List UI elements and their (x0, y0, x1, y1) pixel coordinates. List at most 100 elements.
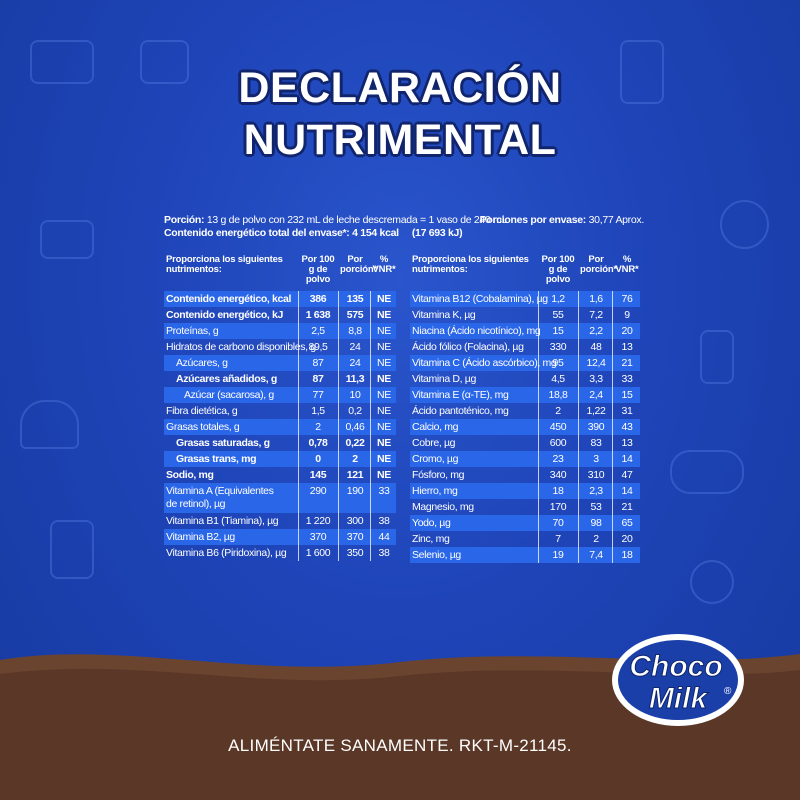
doodle-calculator-icon (50, 520, 94, 579)
table-row: Cromo, µg 23 3 14 (410, 451, 640, 467)
table-row: Contenido energético, kJ 1 638 575 NE (164, 307, 396, 323)
column-separator (370, 355, 371, 371)
portion-label: Porción: (164, 214, 205, 226)
value-per-100g: 70 (552, 517, 564, 529)
column-separator (298, 339, 299, 355)
table-row: Grasas saturadas, g 0,78 0,22 NE (164, 435, 396, 451)
column-separator (298, 545, 299, 561)
servings-text: 30,77 Aprox. (588, 214, 645, 226)
table-row: Selenio, µg 19 7,4 18 (410, 547, 640, 563)
nutrient-name: Fósforo, mg (412, 469, 465, 481)
column-separator (338, 513, 339, 529)
nutrition-table-left: Proporciona los siguientes nutrimentos: … (164, 253, 396, 561)
column-separator (338, 419, 339, 435)
column-separator (298, 387, 299, 403)
column-separator (538, 515, 539, 531)
column-separator (298, 419, 299, 435)
value-per-portion: 83 (590, 437, 602, 449)
column-separator (578, 403, 579, 419)
value-per-100g: 2 (555, 405, 561, 417)
table-row: Zinc, mg 7 2 20 (410, 531, 640, 547)
column-separator (578, 451, 579, 467)
value-vnr: 31 (621, 405, 633, 417)
header-per-portion: Por porción* (340, 254, 377, 275)
value-per-portion: 53 (590, 501, 602, 513)
value-per-portion: 24 (349, 357, 361, 369)
value-vnr: NE (377, 405, 391, 417)
column-separator (538, 451, 539, 467)
doodle-headphones-icon (20, 400, 79, 449)
value-vnr: 65 (621, 517, 633, 529)
column-separator (370, 403, 371, 419)
value-vnr: 18 (621, 549, 633, 561)
nutrient-name: Sodio, mg (166, 469, 214, 481)
title-line-1: DECLARACIÓN (238, 64, 562, 112)
column-separator (578, 371, 579, 387)
value-per-portion: 135 (346, 293, 364, 305)
value-per-100g: 1,5 (311, 405, 325, 417)
nutrient-name: Vitamina A (Equivalentes de retinol), µg (166, 485, 274, 510)
value-vnr: NE (377, 421, 391, 433)
column-separator (538, 483, 539, 499)
value-vnr: 14 (621, 453, 633, 465)
column-separator (338, 307, 339, 323)
table-body-right: Vitamina B12 (Cobalamina), µg 1,2 1,6 76 Vit… (410, 291, 640, 563)
value-per-100g: 89,5 (308, 341, 328, 353)
value-per-100g: 7 (555, 533, 561, 545)
value-per-portion: 24 (349, 341, 361, 353)
column-separator (578, 355, 579, 371)
table-row: Ácido pantoténico, mg 2 1,22 31 (410, 403, 640, 419)
column-separator (338, 355, 339, 371)
column-separator (538, 387, 539, 403)
column-separator (338, 467, 339, 483)
column-separator (298, 371, 299, 387)
column-separator (338, 529, 339, 545)
column-separator (538, 323, 539, 339)
value-per-portion: 2,3 (589, 485, 603, 497)
header-per-100g: Por 100 g de polvo (541, 254, 575, 285)
column-separator (370, 467, 371, 483)
nutrient-name: Calcio, mg (412, 421, 459, 433)
column-separator (578, 387, 579, 403)
value-vnr: NE (377, 357, 391, 369)
table-row: Calcio, mg 450 390 43 (410, 419, 640, 435)
column-separator (338, 323, 339, 339)
doodle-phone-icon (700, 330, 734, 384)
column-separator (538, 371, 539, 387)
doodle-book-icon (40, 220, 94, 259)
nutrient-name: Ácido fólico (Folacina), µg (412, 341, 524, 353)
value-per-portion: 11,3 (345, 373, 365, 385)
table-row: Hidratos de carbono disponibles, g 89,5 24… (164, 339, 396, 355)
value-per-portion: 190 (346, 485, 364, 497)
value-vnr: NE (377, 389, 391, 401)
column-separator (538, 419, 539, 435)
nutrient-name: Azúcares, g (176, 357, 228, 369)
value-per-portion: 370 (346, 531, 364, 543)
value-per-portion: 7,4 (589, 549, 603, 561)
column-separator (298, 529, 299, 545)
value-vnr: 38 (378, 547, 390, 559)
value-vnr: 33 (621, 373, 633, 385)
column-separator (338, 451, 339, 467)
value-vnr: 13 (621, 437, 633, 449)
column-separator (578, 531, 579, 547)
value-per-100g: 2,5 (311, 325, 325, 337)
value-vnr: NE (377, 325, 391, 337)
servings-info: Porciones por envase: 30,77 Aprox. (480, 214, 645, 227)
value-per-portion: 2 (593, 533, 599, 545)
value-vnr: NE (377, 437, 391, 449)
value-per-100g: 386 (309, 293, 327, 305)
value-vnr: 38 (378, 515, 390, 527)
header-vnr: % VNR* (615, 254, 639, 275)
value-per-portion: 2 (352, 453, 358, 465)
column-separator (578, 483, 579, 499)
value-per-100g: 15 (552, 325, 564, 337)
value-vnr: 44 (378, 531, 390, 543)
value-per-100g: 95 (552, 357, 564, 369)
column-separator (338, 545, 339, 561)
value-vnr: NE (377, 469, 391, 481)
table-row: Azúcares añadidos, g 87 11,3 NE (164, 371, 396, 387)
column-separator (578, 467, 579, 483)
column-separator (298, 323, 299, 339)
value-per-portion: 1,6 (589, 293, 603, 305)
